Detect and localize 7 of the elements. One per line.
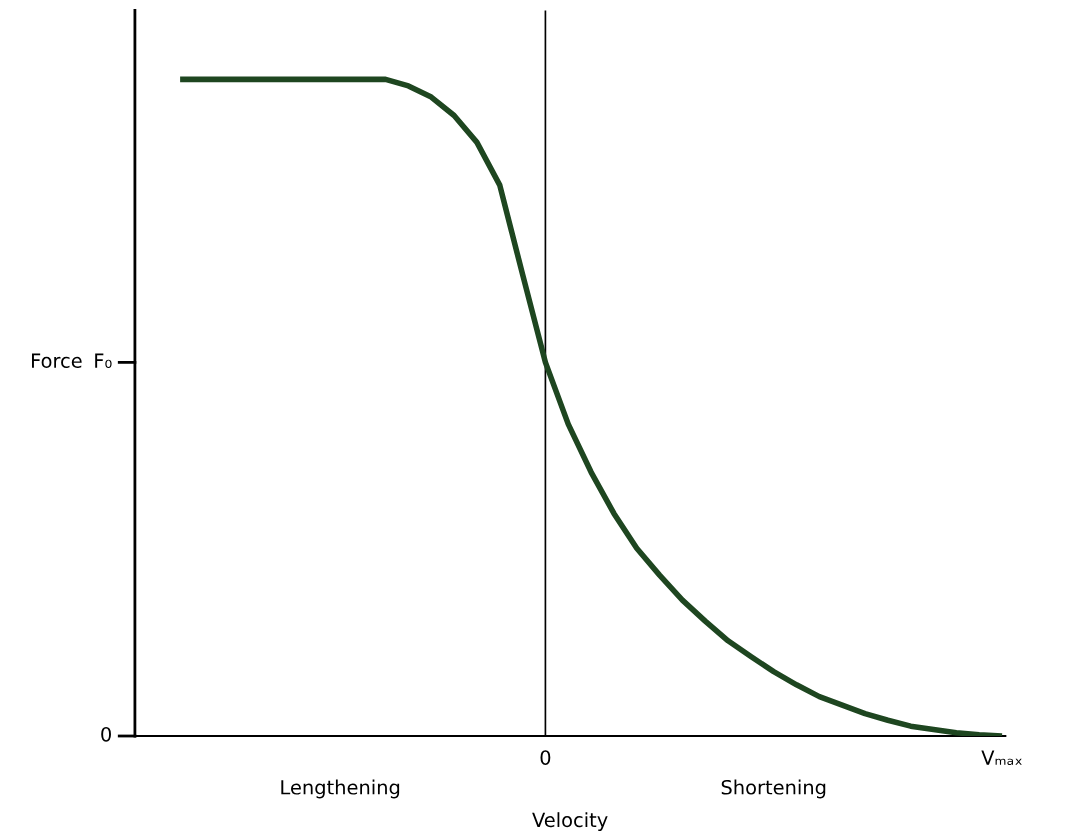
text: 0 (101, 726, 111, 742)
text: F₀ (95, 353, 112, 368)
x-tick-label: Vₘₐₓ (981, 750, 1022, 765)
y-axis-title: Force (32, 353, 82, 369)
x-axis-title: Velocity (532, 812, 608, 832)
text: Shortening (721, 779, 826, 799)
text: Lengthening (281, 779, 400, 799)
